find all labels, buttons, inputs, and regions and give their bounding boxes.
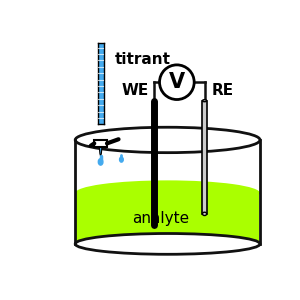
Polygon shape [76,193,259,244]
Ellipse shape [75,233,260,254]
Ellipse shape [75,180,260,206]
Polygon shape [98,43,103,124]
Ellipse shape [202,100,207,102]
Polygon shape [99,147,102,156]
Circle shape [160,65,194,100]
Polygon shape [202,101,207,214]
Polygon shape [94,140,107,147]
Text: analyte: analyte [132,211,189,226]
Text: V: V [169,72,185,92]
Ellipse shape [202,212,207,215]
Ellipse shape [76,236,259,252]
Text: RE: RE [212,83,234,98]
Ellipse shape [120,157,123,162]
Text: WE: WE [122,83,149,98]
Text: titrant: titrant [115,52,170,67]
Ellipse shape [98,159,103,165]
